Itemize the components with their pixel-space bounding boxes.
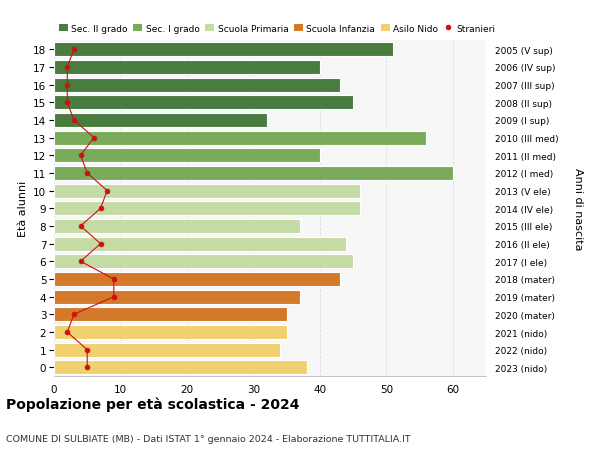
- Bar: [54, 149, 320, 163]
- Bar: [54, 343, 280, 357]
- Text: Popolazione per età scolastica - 2024: Popolazione per età scolastica - 2024: [6, 397, 299, 412]
- Y-axis label: Anni di nascita: Anni di nascita: [572, 168, 583, 250]
- Bar: [54, 308, 287, 322]
- Legend: Sec. II grado, Sec. I grado, Scuola Primaria, Scuola Infanzia, Asilo Nido, Stran: Sec. II grado, Sec. I grado, Scuola Prim…: [59, 24, 496, 34]
- Bar: [54, 96, 353, 110]
- Bar: [54, 61, 320, 75]
- Bar: [54, 78, 340, 92]
- Bar: [54, 325, 287, 339]
- Bar: [54, 43, 393, 57]
- Bar: [54, 184, 360, 198]
- Bar: [54, 131, 426, 146]
- Y-axis label: Età alunni: Età alunni: [17, 181, 28, 237]
- Bar: [54, 272, 340, 286]
- Bar: [54, 360, 307, 375]
- Bar: [54, 167, 453, 181]
- Bar: [54, 202, 360, 216]
- Bar: [54, 290, 300, 304]
- Bar: [54, 255, 353, 269]
- Text: COMUNE DI SULBIATE (MB) - Dati ISTAT 1° gennaio 2024 - Elaborazione TUTTITALIA.I: COMUNE DI SULBIATE (MB) - Dati ISTAT 1° …: [6, 434, 410, 443]
- Bar: [54, 237, 346, 251]
- Bar: [54, 219, 300, 234]
- Bar: [54, 114, 266, 128]
